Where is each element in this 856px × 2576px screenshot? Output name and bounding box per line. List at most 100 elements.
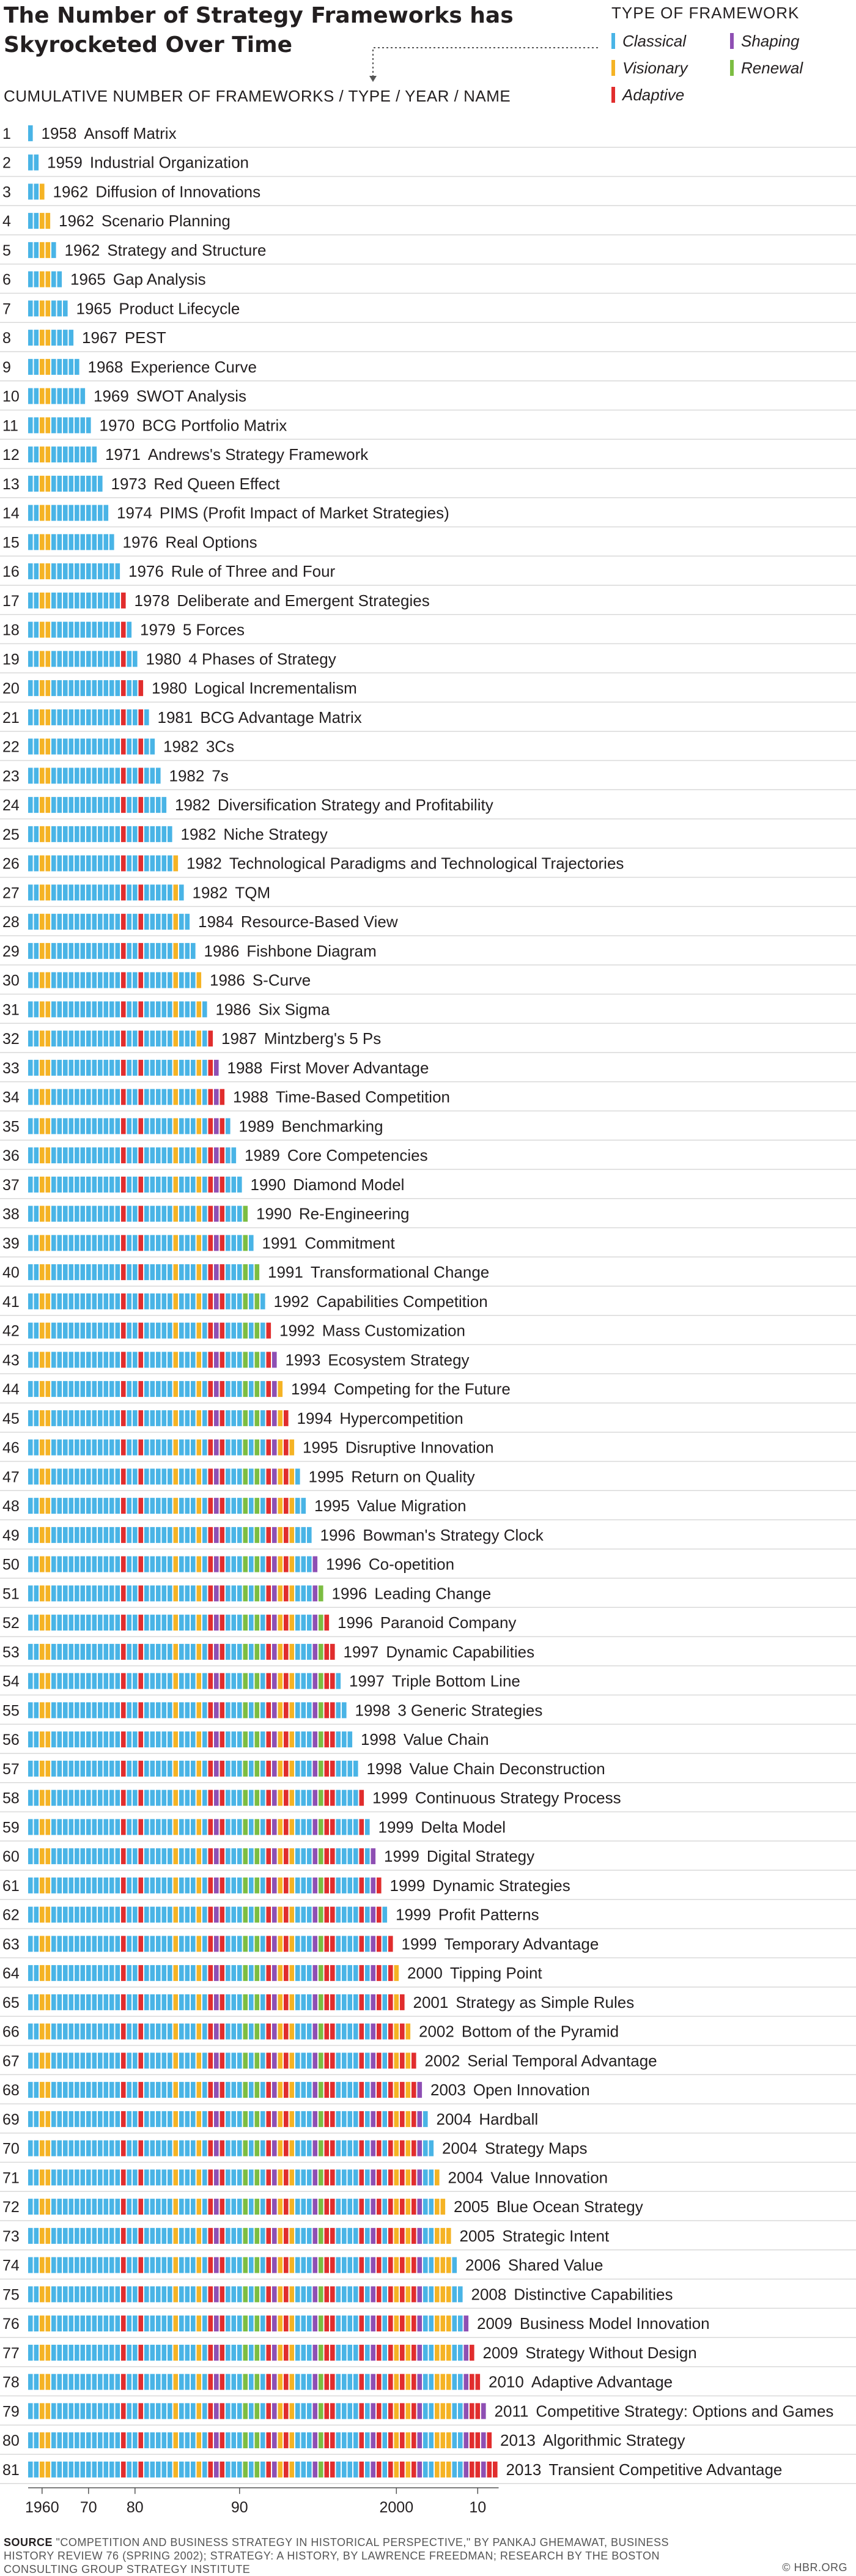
segment-renewal bbox=[243, 2286, 248, 2303]
segment-classical bbox=[28, 2257, 33, 2273]
segment-renewal bbox=[254, 1439, 260, 1456]
framework-label: 1982 3Cs bbox=[163, 738, 234, 756]
segment-classical bbox=[133, 1468, 138, 1485]
segment-classical bbox=[109, 1994, 114, 2010]
segment-classical bbox=[98, 1031, 103, 1047]
segment-classical bbox=[63, 1819, 68, 1835]
segment-visionary bbox=[45, 388, 51, 404]
segment-visionary bbox=[173, 1790, 179, 1806]
segment-adaptive bbox=[220, 1498, 225, 1514]
framework-row-44: 44 1994 Competing for the Future bbox=[0, 1380, 856, 1404]
segment-adaptive bbox=[284, 1877, 289, 1893]
segment-classical bbox=[68, 1089, 74, 1105]
segment-adaptive bbox=[266, 1877, 271, 1893]
segment-visionary bbox=[394, 2199, 399, 2215]
segment-classical bbox=[103, 942, 109, 959]
segment-shaping bbox=[214, 1819, 219, 1835]
segment-visionary bbox=[405, 2082, 411, 2098]
segment-classical bbox=[295, 2169, 300, 2186]
segment-visionary bbox=[45, 1527, 51, 1543]
segment-classical bbox=[168, 1468, 172, 1485]
segment-classical bbox=[80, 2140, 86, 2156]
segment-classical bbox=[86, 1848, 91, 1865]
framework-count: 2 bbox=[2, 155, 11, 172]
segment-shaping bbox=[214, 1381, 219, 1397]
segment-adaptive bbox=[324, 2344, 330, 2361]
segment-adaptive bbox=[138, 1731, 144, 1748]
segment-adaptive bbox=[475, 2374, 481, 2390]
segment-adaptive bbox=[138, 1994, 144, 2010]
framework-row-80: 80 2013 Algorithmic Strategy bbox=[0, 2431, 856, 2455]
segment-adaptive bbox=[284, 2403, 289, 2419]
segment-classical bbox=[307, 2023, 312, 2040]
segment-visionary bbox=[394, 2461, 399, 2478]
segment-adaptive bbox=[377, 2315, 382, 2332]
segment-classical bbox=[115, 1147, 120, 1164]
segment-classical bbox=[168, 1906, 172, 1923]
segment-adaptive bbox=[359, 2403, 364, 2419]
segment-visionary bbox=[40, 680, 45, 697]
segment-renewal bbox=[254, 1527, 260, 1543]
segment-classical bbox=[127, 1352, 132, 1368]
framework-label: 2003 Open Innovation bbox=[430, 2081, 590, 2099]
segment-classical bbox=[34, 475, 39, 492]
segment-classical bbox=[34, 446, 39, 463]
segment-classical bbox=[34, 1877, 39, 1893]
segment-visionary bbox=[405, 2257, 411, 2273]
segment-shaping bbox=[312, 2052, 318, 2069]
segment-classical bbox=[92, 768, 97, 784]
segment-visionary bbox=[278, 2403, 283, 2419]
segment-classical bbox=[86, 592, 91, 609]
segment-shaping bbox=[214, 2403, 219, 2419]
framework-name: Open Innovation bbox=[473, 2081, 590, 2099]
segment-shaping bbox=[481, 2461, 486, 2478]
segment-classical bbox=[68, 1615, 74, 1631]
segment-classical bbox=[185, 2140, 190, 2156]
segment-classical bbox=[161, 1877, 167, 1893]
segment-visionary bbox=[196, 1877, 202, 1893]
segment-classical bbox=[57, 2023, 62, 2040]
segment-classical bbox=[342, 1760, 347, 1777]
segment-classical bbox=[168, 914, 172, 930]
segment-classical bbox=[109, 797, 114, 813]
segment-visionary bbox=[40, 2199, 45, 2215]
segment-classical bbox=[231, 1819, 237, 1835]
segment-visionary bbox=[289, 2461, 295, 2478]
segment-classical bbox=[144, 2374, 149, 2390]
framework-count: 74 bbox=[2, 2257, 20, 2274]
segment-classical bbox=[98, 2374, 103, 2390]
segment-classical bbox=[28, 1760, 33, 1777]
segment-adaptive bbox=[266, 1906, 271, 1923]
framework-row-33: 33 1988 First Mover Advantage bbox=[0, 1059, 856, 1083]
segment-visionary bbox=[446, 2461, 451, 2478]
segment-classical bbox=[336, 2199, 341, 2215]
segment-classical bbox=[133, 1089, 138, 1105]
segment-classical bbox=[63, 2227, 68, 2244]
segment-classical bbox=[28, 271, 33, 287]
framework-count: 56 bbox=[2, 1731, 20, 1749]
segment-classical bbox=[150, 1001, 155, 1018]
segment-classical bbox=[423, 2111, 428, 2127]
framework-count: 62 bbox=[2, 1907, 20, 1924]
segment-adaptive bbox=[359, 1877, 364, 1893]
segment-renewal bbox=[254, 1790, 260, 1806]
segment-classical bbox=[150, 855, 155, 872]
segment-classical bbox=[51, 2023, 56, 2040]
segment-classical bbox=[75, 1089, 79, 1105]
segment-classical bbox=[127, 1585, 132, 1602]
framework-year: 1995 bbox=[303, 1438, 338, 1457]
framework-count: 13 bbox=[2, 476, 20, 493]
segment-classical bbox=[34, 2344, 39, 2361]
segment-adaptive bbox=[138, 1906, 144, 1923]
segment-visionary bbox=[45, 2199, 51, 2215]
segment-classical bbox=[144, 1031, 149, 1047]
segment-renewal bbox=[243, 2169, 248, 2186]
segment-classical bbox=[168, 1293, 172, 1309]
segment-classical bbox=[92, 1527, 97, 1543]
segment-classical bbox=[191, 1381, 196, 1397]
segment-classical bbox=[51, 1031, 56, 1047]
segment-classical bbox=[51, 1848, 56, 1865]
segment-classical bbox=[295, 2315, 300, 2332]
segment-renewal bbox=[319, 1848, 323, 1865]
segment-visionary bbox=[45, 621, 51, 638]
